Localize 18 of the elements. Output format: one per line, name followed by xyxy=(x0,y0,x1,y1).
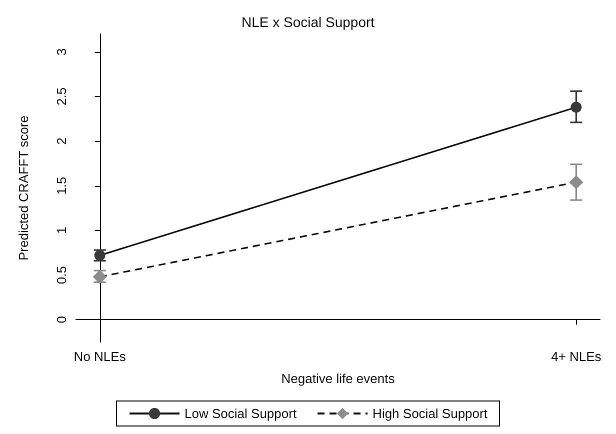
y-tick-label: 1.5 xyxy=(54,176,69,195)
x-axis-title: Negative life events xyxy=(281,371,396,386)
point xyxy=(94,250,106,261)
y-axis-title: Predicted CRAFFT score xyxy=(16,116,31,260)
point xyxy=(92,270,107,284)
point xyxy=(570,102,582,113)
chart-title: NLE x Social Support xyxy=(241,14,375,30)
y-tick-label: 1 xyxy=(54,226,69,234)
legend-label: High Social Support xyxy=(372,406,488,421)
x-tick-label: 4+ NLEs xyxy=(551,349,602,364)
legend-label: Low Social Support xyxy=(184,406,297,421)
x-tick-label: No NLEs xyxy=(74,349,126,364)
y-tick-label: 2 xyxy=(54,138,69,145)
y-tick-label: 0 xyxy=(54,316,69,324)
y-tick-label: 2.5 xyxy=(54,87,69,106)
y-tick-label: 0.5 xyxy=(54,266,69,284)
y-tick-label: 3 xyxy=(54,48,69,56)
point xyxy=(569,175,584,190)
